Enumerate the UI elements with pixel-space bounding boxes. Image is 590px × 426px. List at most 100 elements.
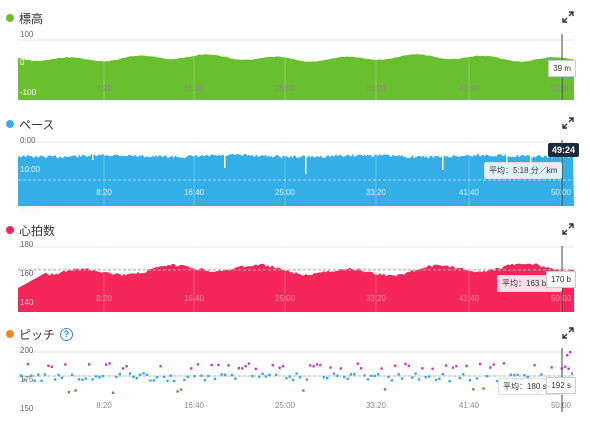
cadence-point (482, 387, 485, 390)
cadence-point (234, 377, 237, 380)
cadence-point (94, 375, 98, 378)
x-tick: 50:00 (550, 188, 572, 197)
heart-rate-title: 心拍数 (19, 223, 56, 238)
cadence-point (244, 364, 247, 368)
cadence-point (271, 364, 274, 367)
x-tick: 41:40 (458, 84, 480, 93)
cadence-point (353, 372, 356, 376)
cadence-point (98, 376, 101, 379)
cadence-point (343, 375, 346, 379)
cadence-point (67, 390, 70, 394)
cadence-point (455, 364, 458, 368)
expand-icon[interactable] (562, 117, 574, 129)
cadence-chart[interactable] (18, 348, 574, 412)
cadence-point (77, 378, 81, 381)
cadence-point (23, 378, 26, 382)
cadence-point (566, 354, 569, 357)
x-tick: 16:40 (183, 401, 205, 410)
cadence-point (428, 375, 431, 378)
cadence-point (241, 367, 244, 370)
pace-legend-dot (6, 120, 14, 128)
expand-icon[interactable] (562, 223, 574, 235)
cadence-point (261, 372, 264, 376)
cadence-y-bottom: 150 (20, 404, 34, 413)
cadence-point (111, 391, 115, 395)
cadence-point (275, 373, 278, 376)
heart-rate-panel: 心拍数 180 160 140 8:20 16:40 25:00 33:20 4… (0, 218, 590, 322)
cadence-point (394, 364, 397, 368)
cadence-point (390, 379, 393, 382)
cadence-point (281, 364, 285, 368)
cadence-point (397, 373, 400, 376)
cadence-point (569, 351, 572, 354)
heart-rate-legend-dot (6, 226, 14, 234)
cadence-y-mid: 175 (20, 375, 34, 384)
x-tick: 33:20 (365, 188, 387, 197)
cadence-point (550, 366, 553, 369)
cadence-point (370, 374, 373, 377)
cadence-point (60, 376, 64, 379)
cadence-point (220, 373, 223, 376)
expand-icon[interactable] (562, 11, 574, 23)
cadence-point (564, 365, 567, 368)
cadence-point (264, 375, 268, 378)
cadence-point (336, 374, 339, 378)
cadence-point (203, 379, 206, 382)
cadence-point (33, 379, 36, 382)
cadence-point (179, 388, 183, 391)
cadence-point (305, 378, 308, 381)
elevation-cursor-value: 39 m (548, 60, 576, 77)
elevation-header: 標高 (6, 10, 43, 26)
x-tick: 8:20 (96, 294, 112, 303)
help-icon[interactable]: ? (60, 327, 74, 341)
cadence-point (298, 376, 302, 379)
pace-average-label: 平均：5:18 分／km (484, 162, 563, 179)
cadence-point (101, 374, 104, 378)
cadence-point (570, 372, 574, 375)
cadence-point (417, 378, 421, 381)
heart-rate-chart[interactable] (18, 246, 574, 312)
cadence-point (465, 364, 468, 368)
cadence-point (84, 377, 87, 380)
heart-rate-area (18, 263, 574, 312)
cadence-point (71, 373, 74, 377)
pace-chart[interactable] (18, 140, 574, 206)
cadence-point (183, 378, 186, 382)
cadence-point (47, 364, 50, 367)
pace-dip (224, 154, 226, 168)
cadence-point (526, 375, 529, 379)
x-tick: 50:00 (550, 84, 572, 93)
heart-rate-average-label: 平均：163 bpm (497, 275, 563, 292)
cadence-point (472, 388, 475, 391)
cadence-point (292, 378, 295, 382)
expand-icon[interactable] (562, 327, 574, 339)
heart-rate-y-top: 180 (20, 240, 34, 249)
x-tick: 16:40 (183, 84, 205, 93)
cadence-legend-dot (6, 330, 14, 338)
x-tick: 8:20 (96, 188, 112, 197)
cursor-time-badge: 49:24 (548, 143, 580, 157)
cadence-point (360, 367, 363, 370)
cadence-point (441, 372, 444, 376)
cadence-point (356, 362, 359, 365)
cadence-point (135, 377, 138, 380)
cadence-point (193, 374, 196, 378)
cadence-point (108, 362, 111, 365)
x-tick: 41:40 (458, 294, 480, 303)
cadence-point (196, 363, 200, 366)
cadence-point (373, 374, 376, 378)
cadence-point (319, 363, 322, 367)
cadence-point (400, 377, 404, 380)
cadence-point (81, 378, 84, 381)
cadence-point (105, 363, 108, 366)
elevation-chart[interactable] (18, 34, 574, 100)
pace-y-mid: 10:00 (20, 165, 41, 174)
cadence-point (383, 388, 387, 391)
x-tick: 41:40 (458, 188, 480, 197)
cadence-point (227, 364, 230, 367)
cadence-point (268, 373, 271, 377)
cadence-point (207, 374, 210, 378)
cadence-point (509, 373, 512, 376)
cadence-point (411, 376, 414, 379)
cadence-point (40, 379, 43, 383)
